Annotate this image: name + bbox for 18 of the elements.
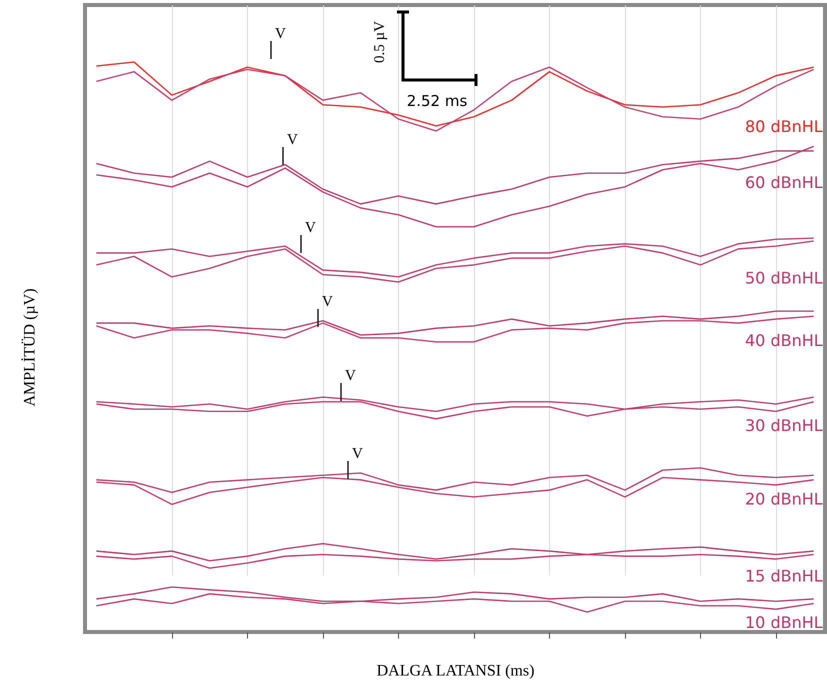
annotation: V xyxy=(305,220,316,236)
series-label: 80 dBnHL xyxy=(745,116,823,136)
annotation: V xyxy=(322,294,333,310)
series-label: 60 dBnHL xyxy=(745,173,823,192)
annotation: V xyxy=(352,446,363,462)
series-label: 50 dBnHL xyxy=(745,268,823,288)
text: V xyxy=(275,26,286,42)
x-axis-title: DALGA LATANSI (ms) xyxy=(376,662,534,680)
series-label: 15 dBnHL xyxy=(745,566,823,586)
annotation: 2.52 ms xyxy=(406,92,468,110)
series-label: 40 dBnHL xyxy=(745,331,823,350)
annotation: 0.5 µV xyxy=(372,20,388,63)
annotation: V xyxy=(287,132,298,148)
annotation: V xyxy=(345,368,356,384)
series-label: 20 dBnHL xyxy=(745,490,823,509)
series-label: 10 dBnHL xyxy=(745,613,823,632)
y-axis-title: AMPLİTÜD (µV) xyxy=(20,288,38,407)
series-label: 30 dBnHL xyxy=(745,416,823,435)
